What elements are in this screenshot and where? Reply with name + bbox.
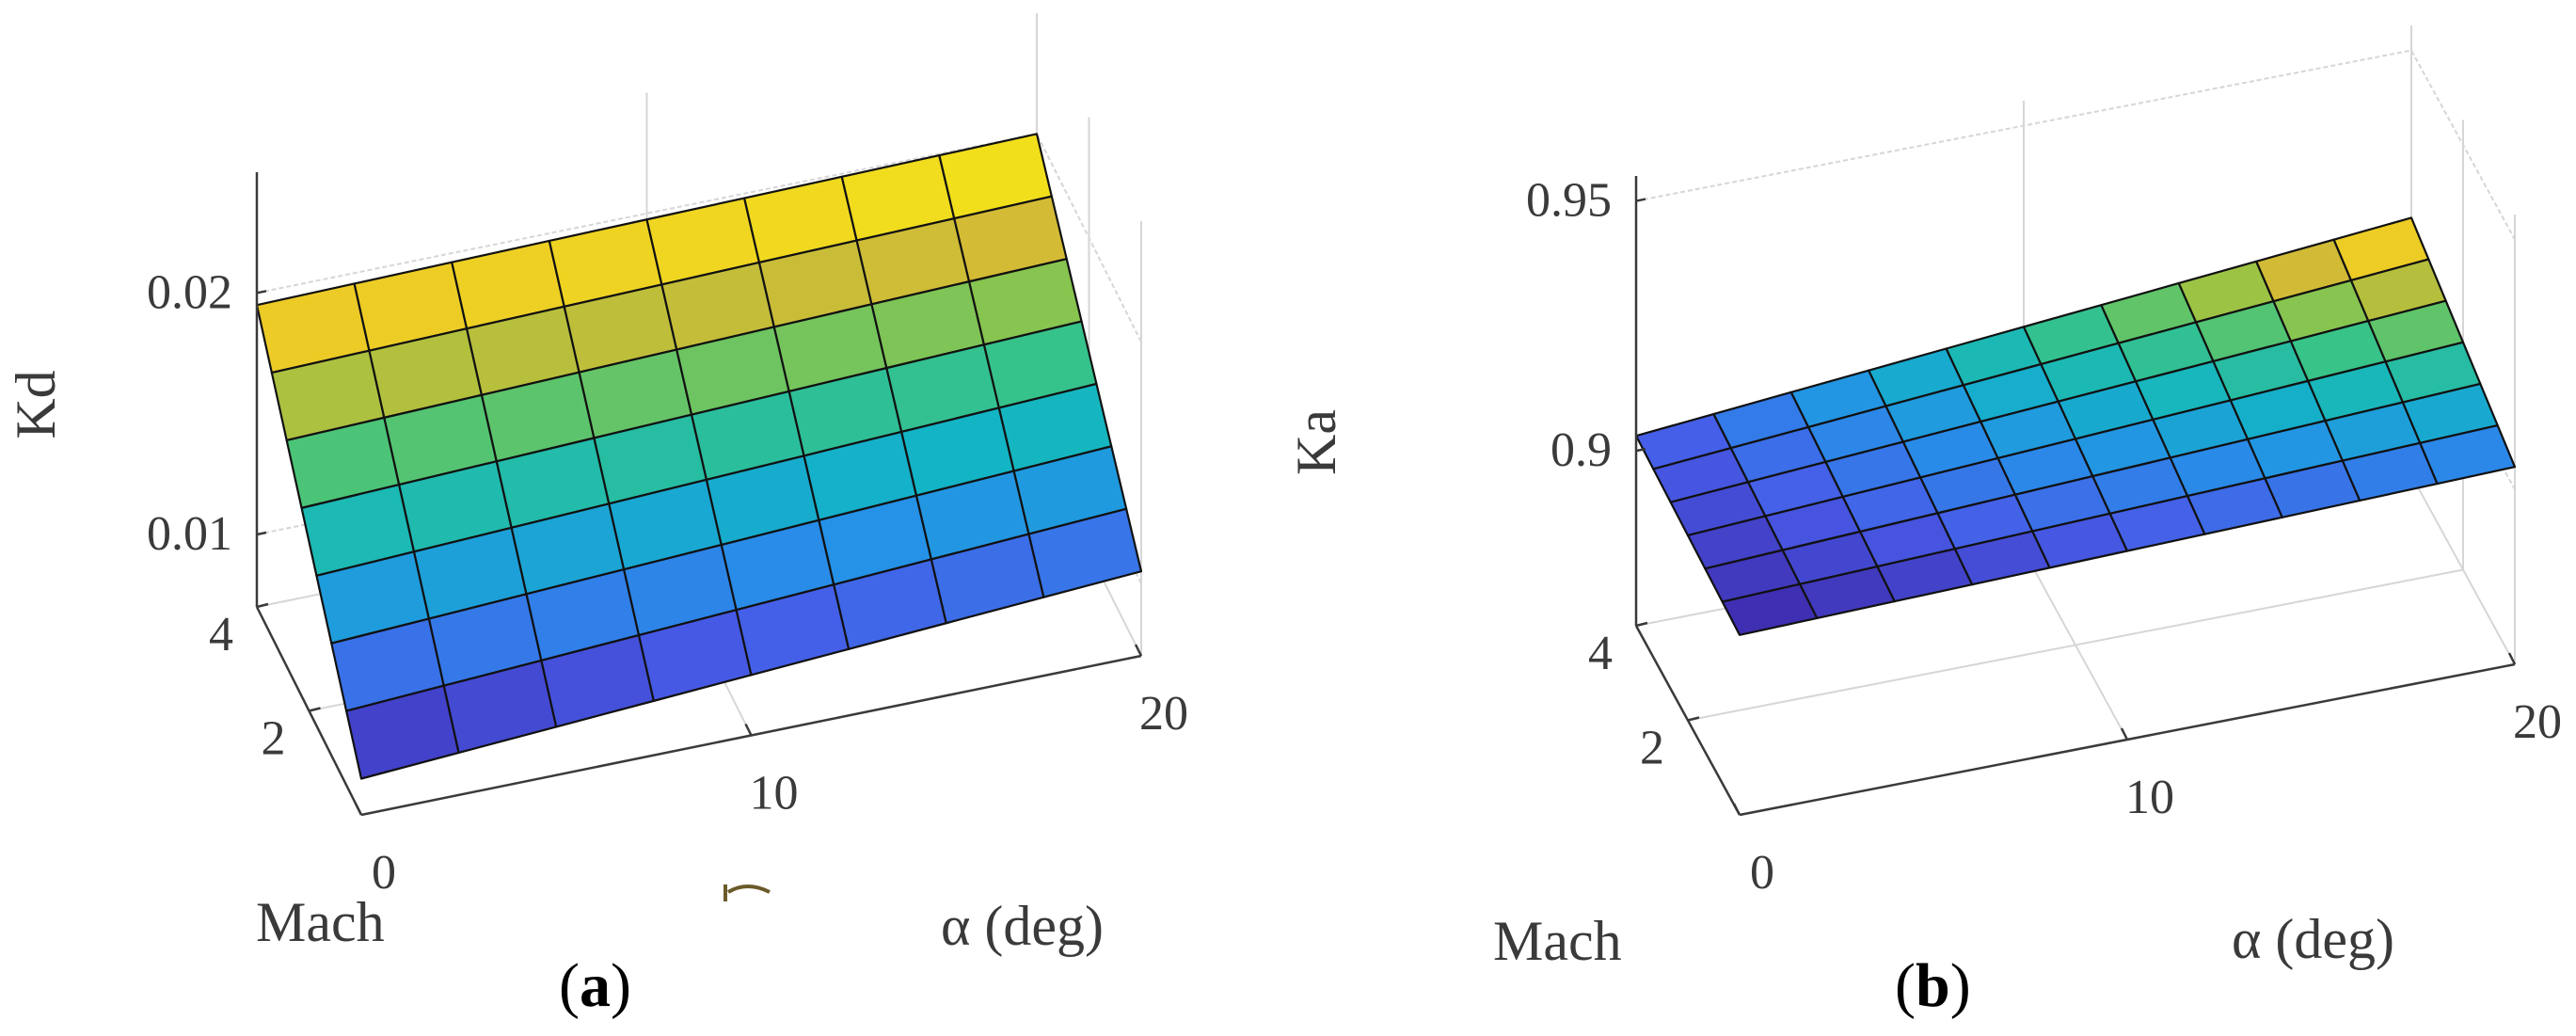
x-tick-label: 0: [372, 846, 396, 900]
axes-layer: [1634, 176, 2517, 817]
x-tick-label: 20: [2513, 695, 2562, 749]
x-tick-mark: [1134, 644, 1143, 657]
x-tick-mark: [2507, 652, 2517, 665]
z-tick-mark: [1635, 198, 1646, 202]
stray-artifact: [724, 885, 771, 901]
surface-plot-a: 0.01 0.02 0 10 20 24 α (deg) Mach Kd: [5, 13, 1188, 957]
y-axis-title: Mach: [256, 891, 385, 953]
z-tick-mark: [256, 531, 267, 536]
x-tick-label: 10: [750, 767, 799, 821]
x-tick-label: 20: [1139, 687, 1188, 741]
z-tick-label: 0.9: [1550, 423, 1612, 477]
axes-layer: [255, 172, 1143, 817]
y-tick-label: 2: [1640, 722, 1664, 775]
x-tick-mark: [1732, 803, 1741, 816]
caption-a-letter: a: [579, 951, 611, 1020]
y-tick-mark: [1687, 716, 1700, 722]
z-tick-label: 0.95: [1526, 174, 1612, 228]
grid-line-z-level: [1635, 49, 2516, 241]
grid-line-z-level: [256, 133, 1142, 343]
x-tick-mark: [354, 803, 363, 816]
y-tick-label: 2: [262, 712, 286, 766]
x-tick-mark: [2120, 727, 2129, 741]
surface-patch: [1027, 507, 1143, 598]
x-tick-label: 10: [2125, 771, 2174, 824]
surface-layer: [1634, 216, 2517, 636]
y-tick-label: 4: [209, 608, 233, 661]
z-tick-label: 0.02: [147, 265, 232, 319]
grid-line-floor-y: [1687, 568, 2464, 722]
z-tick-mark: [1635, 447, 1646, 453]
y-tick-label: 4: [1588, 627, 1613, 680]
z-tick-label: 0.01: [147, 507, 232, 561]
y-tick-mark: [1635, 621, 1648, 628]
z-axis-title: Kd: [5, 370, 67, 438]
y-tick-mark: [256, 602, 269, 609]
x-tick-mark: [744, 723, 753, 737]
surface-plot-b: 0.9 0.95 0 10 20 24 α (deg) Mach Ka: [1288, 25, 2562, 972]
x-tick-label: 0: [1750, 846, 1774, 900]
surface-patch: [2419, 423, 2517, 486]
y-axis-title: Mach: [1493, 910, 1622, 972]
x-axis-title: α (deg): [2232, 908, 2394, 970]
z-axis-title: Ka: [1288, 409, 1347, 475]
caption-b-letter: b: [1915, 951, 1950, 1020]
z-tick-mark: [256, 290, 267, 295]
surface-layer: [255, 133, 1143, 780]
chart-panel-a: 0.01 0.02 0 10 20 2 4 α (deg) Mach Kd (a): [5, 13, 1188, 1020]
caption-a: (a): [559, 951, 631, 1020]
chart-panel-b: 0.9 0.95 0 10 20 2 4 α (deg) Mach Ka (b): [1288, 0, 2576, 1036]
caption-b: (b): [1895, 951, 1971, 1020]
y-tick-mark: [309, 707, 321, 712]
x-axis-title: α (deg): [941, 895, 1104, 957]
